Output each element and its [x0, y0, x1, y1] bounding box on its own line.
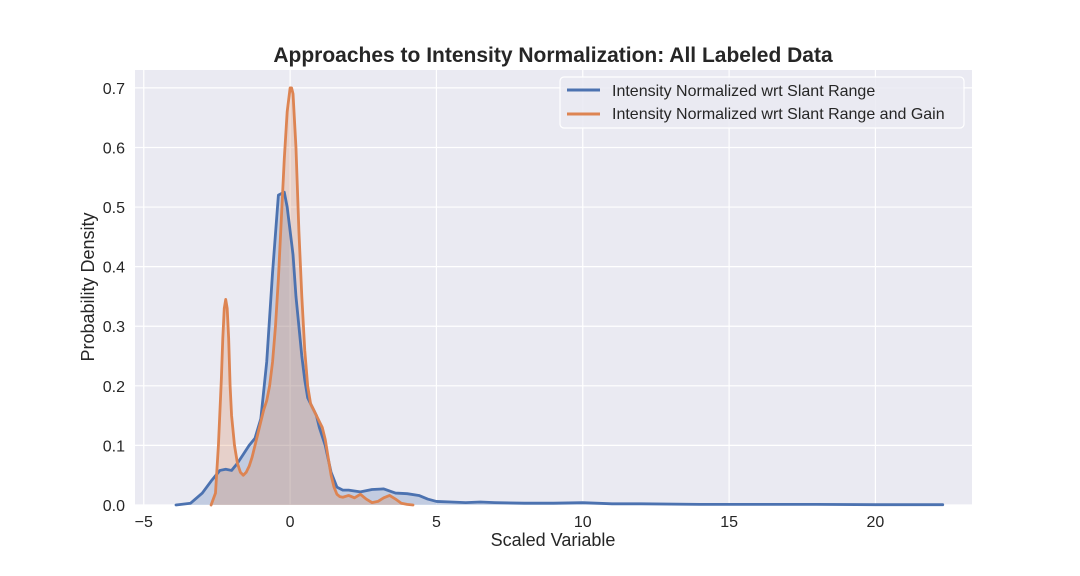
x-axis-label: Scaled Variable [491, 530, 616, 550]
legend-label-series-2: Intensity Normalized wrt Slant Range and… [612, 106, 945, 123]
y-tick-label: 0.7 [103, 81, 125, 98]
legend-label-series-1: Intensity Normalized wrt Slant Range [612, 83, 875, 100]
chart-title: Approaches to Intensity Normalization: A… [273, 44, 833, 67]
y-tick-label: 0.4 [103, 260, 125, 277]
y-tick-label: 0.0 [103, 498, 125, 515]
density-line-series-2 [209, 86, 415, 507]
tick-labels: −5 0 5 10 15 20 0.0 0.1 0.2 0.3 0.4 0.5 0.6 0.7 [103, 81, 885, 531]
y-tick-label: 0.5 [103, 200, 125, 217]
x-tick-label: 5 [432, 514, 441, 531]
density-line-series-1 [174, 190, 945, 507]
y-tick-label: 0.3 [103, 319, 125, 336]
legend-box [559, 76, 965, 129]
y-tick-label: 0.2 [103, 379, 125, 396]
x-tick-label: 15 [720, 514, 738, 531]
density-lines [174, 86, 945, 507]
density-areas [175, 87, 943, 505]
density-area-series-2 [211, 87, 414, 505]
x-tick-label: 20 [867, 514, 885, 531]
y-tick-label: 0.1 [103, 438, 125, 455]
density-area-series-1 [175, 192, 943, 505]
plot-background [135, 70, 972, 505]
x-tick-label: 10 [574, 514, 592, 531]
legend: Intensity Normalized wrt Slant Range Int… [559, 76, 965, 129]
x-tick-label: 0 [286, 514, 295, 531]
y-axis-label: Probability Density [78, 212, 98, 361]
x-tick-label: −5 [135, 514, 153, 531]
y-tick-label: 0.6 [103, 140, 125, 157]
